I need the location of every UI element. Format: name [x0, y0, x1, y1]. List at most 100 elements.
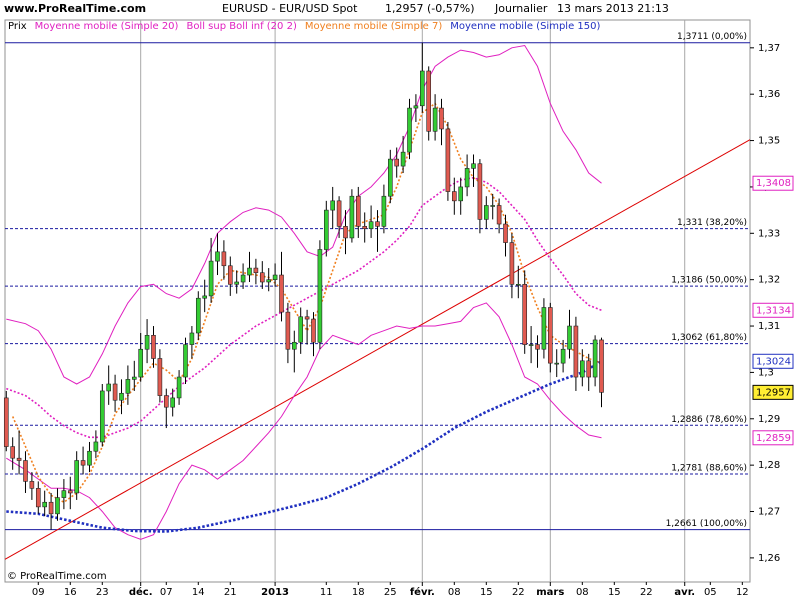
candle-body [311, 318, 316, 343]
x-major-label: déc. [129, 586, 153, 598]
candle-body [80, 460, 86, 466]
last-value-label: 1,3408 [756, 178, 791, 189]
candle-body [157, 358, 163, 396]
x-tick-label: 15 [608, 587, 621, 598]
site: www.ProRealTime.com [4, 2, 146, 15]
y-tick-label: 1,35 [758, 136, 780, 147]
fib-label: 1,2886 (78,60%) [671, 415, 747, 425]
last-value-box [752, 384, 794, 400]
candle-body [592, 339, 598, 378]
candle-body [29, 481, 35, 489]
candle-body [298, 316, 303, 343]
last-value-box [752, 430, 794, 446]
plot-area [4, 19, 751, 583]
x-tick-label: 16 [64, 587, 77, 598]
y-tick-label: 1,33 [758, 228, 780, 239]
candle-body [323, 209, 329, 250]
candle-body [227, 265, 233, 285]
candle-body [138, 348, 143, 378]
candle-body [496, 205, 502, 225]
x-tick-label: 05 [704, 587, 717, 598]
y-tick-label: 1,37 [758, 43, 780, 54]
candle-body [420, 70, 425, 107]
x-tick-label: 14 [192, 587, 205, 598]
y-tick-label: 1,27 [758, 507, 780, 518]
candle-body [208, 260, 214, 297]
candle-body [112, 383, 118, 401]
x-tick-label: 25 [384, 587, 397, 598]
candle-body [355, 195, 361, 227]
candle-body [394, 158, 400, 167]
x-tick-label: 23 [96, 587, 109, 598]
last-value-box [752, 302, 794, 318]
candle-body [61, 490, 67, 498]
candle-body [247, 267, 252, 276]
period: Journalier [494, 2, 548, 15]
title: EURUSD - EUR/USD Spot [222, 2, 358, 15]
candle-body [522, 284, 528, 345]
x-tick-label: 07 [160, 587, 173, 598]
candle-body [516, 284, 521, 286]
candle-body [189, 332, 195, 345]
candle-body [535, 344, 540, 350]
candle-body [144, 335, 150, 350]
legend-entry: Moyenne mobile (Simple 20) [35, 21, 179, 32]
candle-body [23, 460, 28, 482]
candle-body [400, 151, 406, 167]
x-tick-label: 15 [480, 587, 493, 598]
x-tick-label: 11 [320, 587, 333, 598]
candle-body [16, 457, 22, 461]
candle-body [176, 376, 182, 399]
indicator-line [6, 44, 602, 385]
candle-body [279, 274, 284, 313]
candle-body [202, 295, 207, 299]
candle-body [490, 205, 496, 207]
candle-body [445, 128, 451, 192]
candle-body [413, 105, 419, 109]
legend-entry: Boll sup Boll inf (20 2) [186, 21, 296, 32]
fib-label: 1,331 (38,20%) [677, 218, 747, 228]
indicator-line [6, 360, 603, 533]
fib-label: 1,3186 (50,00%) [671, 276, 747, 286]
indicator-line [11, 102, 602, 504]
candle-body [35, 488, 41, 508]
candle-body [330, 200, 335, 211]
candle-body [87, 450, 92, 466]
candle-body [464, 168, 470, 188]
candle-body [215, 251, 220, 262]
legend-entry: Prix [8, 21, 27, 32]
candle-body [388, 158, 393, 197]
fib-label: 1,2781 (88,60%) [671, 463, 747, 473]
candle-body [471, 163, 476, 169]
candle-body [304, 316, 310, 320]
x-tick-label: 09 [32, 587, 45, 598]
candle-body [119, 392, 124, 401]
candle-body [452, 191, 457, 202]
candle-body [266, 279, 271, 283]
candle-body [426, 70, 432, 132]
candle-body [74, 460, 79, 494]
candle-body [3, 397, 9, 447]
candle-body [362, 226, 367, 229]
candle-body [42, 501, 47, 508]
x-tick-label: 21 [224, 587, 237, 598]
x-tick-label: 22 [512, 587, 525, 598]
last-value-box [752, 353, 794, 369]
candle-body [259, 272, 265, 283]
candle-body [183, 344, 188, 378]
candle-body [381, 195, 387, 227]
candle-body [541, 307, 547, 350]
candle-body [285, 311, 291, 350]
y-tick-label: 1,26 [758, 553, 780, 564]
candle-body [55, 497, 60, 515]
candle-body [599, 339, 604, 393]
x-tick-label: 08 [576, 587, 589, 598]
candle-body [151, 335, 156, 359]
candle-body [99, 390, 105, 443]
y-tick-label: 1,32 [758, 275, 780, 286]
y-tick-label: 1,28 [758, 460, 780, 471]
y-tick-label: 1,31 [758, 321, 780, 332]
x-tick-label: 08 [448, 587, 461, 598]
candle-body [170, 397, 175, 408]
candle-body [221, 251, 227, 267]
